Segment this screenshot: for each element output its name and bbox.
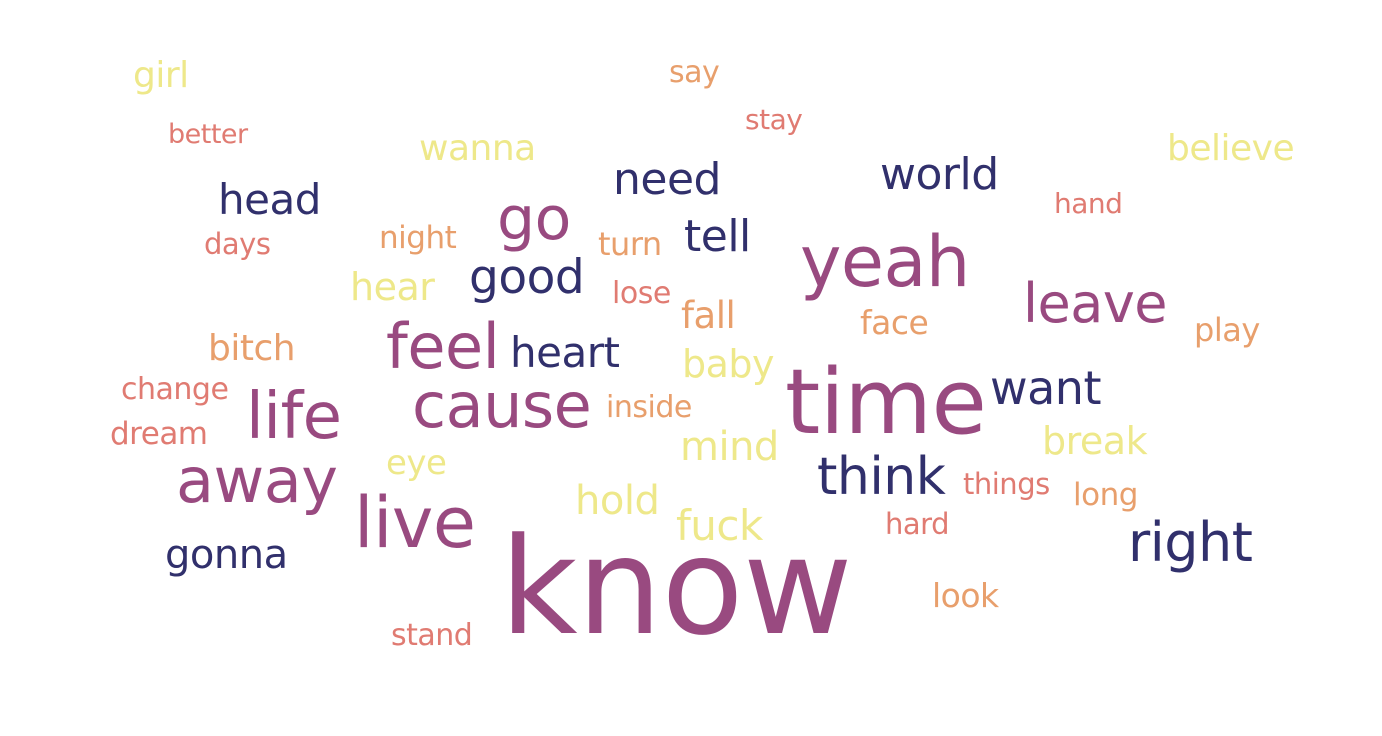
word-yeah: yeah — [800, 221, 970, 303]
word-break: break — [1042, 419, 1148, 463]
word-think: think — [817, 447, 946, 507]
word-turn: turn — [598, 225, 662, 263]
word-want: want — [990, 361, 1102, 415]
word-face: face — [860, 303, 929, 342]
word-world: world — [880, 149, 999, 200]
word-bitch: bitch — [208, 328, 296, 369]
word-stay: stay — [745, 103, 803, 136]
word-inside: inside — [606, 390, 692, 425]
word-right: right — [1128, 511, 1253, 574]
word-life: life — [246, 380, 342, 454]
word-mind: mind — [680, 424, 779, 470]
word-night: night — [379, 220, 457, 256]
word-heart: heart — [510, 328, 620, 377]
word-eye: eye — [386, 443, 447, 483]
word-believe: believe — [1167, 128, 1295, 169]
word-hand: hand — [1054, 187, 1123, 220]
word-live: live — [354, 482, 476, 564]
word-go: go — [497, 184, 571, 254]
word-head: head — [218, 175, 321, 224]
word-change: change — [121, 372, 229, 407]
word-cause: cause — [412, 369, 592, 442]
word-feel: feel — [386, 310, 500, 383]
word-things: things — [963, 467, 1050, 501]
word-baby: baby — [682, 342, 775, 386]
word-fall: fall — [681, 294, 736, 337]
word-say: say — [669, 55, 720, 90]
word-hear: hear — [350, 265, 435, 309]
word-wanna: wanna — [419, 128, 536, 169]
word-girl: girl — [133, 55, 189, 96]
word-lose: lose — [612, 276, 671, 311]
word-gonna: gonna — [165, 532, 288, 578]
word-fuck: fuck — [676, 501, 763, 550]
word-leave: leave — [1023, 272, 1168, 335]
word-tell: tell — [684, 211, 751, 262]
word-dream: dream — [110, 416, 208, 452]
word-days: days — [204, 227, 271, 261]
word-time: time — [785, 350, 987, 455]
word-hard: hard — [885, 507, 949, 541]
word-need: need — [613, 154, 721, 205]
word-play: play — [1194, 311, 1260, 349]
word-stand: stand — [391, 618, 473, 653]
word-good: good — [469, 250, 585, 305]
word-know: know — [500, 509, 853, 665]
word-better: better — [168, 119, 248, 150]
word-look: look — [932, 576, 999, 615]
word-away: away — [176, 444, 338, 517]
word-long: long — [1073, 477, 1138, 513]
word-hold: hold — [575, 478, 660, 524]
